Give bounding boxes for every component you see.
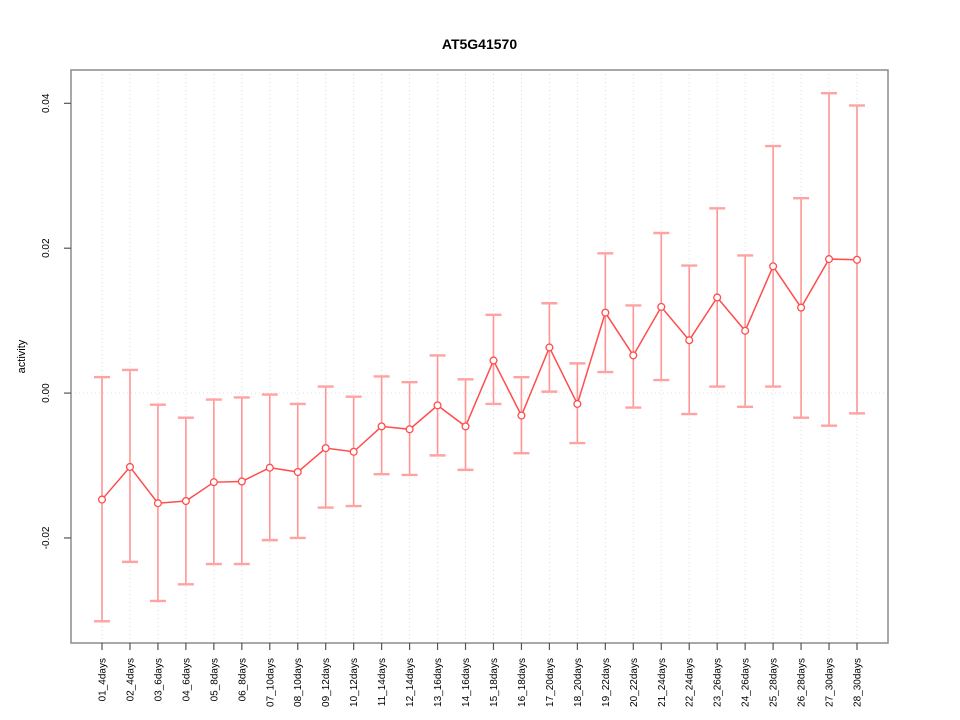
- x-tick-label: 26_28days: [797, 658, 808, 707]
- x-tick-label: 24_26days: [741, 658, 752, 707]
- x-tick-label: 07_10days: [265, 658, 276, 707]
- x-tick-label: 23_26days: [713, 658, 724, 707]
- x-tick-label: 15_18days: [489, 658, 500, 707]
- x-tick-label: 09_12days: [321, 658, 332, 707]
- data-point: [629, 351, 638, 360]
- x-tick-label: 18_20days: [573, 658, 584, 707]
- data-point: [97, 495, 107, 504]
- x-tick-label: 11_14days: [377, 658, 388, 706]
- data-point: [769, 262, 778, 271]
- chart-title: AT5G41570: [442, 36, 517, 52]
- x-tick-label: 10_12days: [349, 658, 360, 707]
- x-tick-label: 17_20days: [545, 658, 556, 707]
- x-tick-label: 20_22days: [629, 658, 640, 707]
- x-tick-label: 28_30days: [853, 658, 864, 707]
- plot-area: -0.02 0.00 0.02 0.04 01_4days 02_4days 03_6day…: [41, 69, 889, 707]
- data-point: [741, 326, 750, 335]
- x-tick-label: 08_10days: [293, 658, 304, 707]
- x-tick-label: 06_8days: [237, 658, 248, 701]
- series-line: [101, 258, 858, 504]
- y-axis-label: activity: [16, 339, 28, 373]
- data-point: [685, 336, 694, 345]
- data-point: [824, 255, 834, 264]
- y-tick-label: 0.04: [41, 93, 52, 113]
- data-point: [265, 463, 274, 472]
- data-point: [349, 447, 358, 456]
- x-tick-label: 27_30days: [825, 658, 836, 707]
- x-tick-label: 14_16days: [461, 658, 472, 707]
- x-tick-label: 25_28days: [769, 658, 780, 707]
- data-point: [237, 477, 246, 486]
- data-point: [293, 467, 302, 477]
- x-tick-label: 03_6days: [153, 658, 164, 701]
- y-tick-label: -0.02: [41, 526, 52, 549]
- data-point: [433, 401, 442, 410]
- data-point: [377, 422, 386, 431]
- data-point: [461, 422, 470, 431]
- data-point: [125, 462, 135, 472]
- data-point: [797, 303, 806, 312]
- data-point: [573, 399, 582, 408]
- data-point: [713, 293, 722, 302]
- x-tick-label: 02_4days: [125, 658, 136, 701]
- data-point: [489, 356, 498, 365]
- x-tick-label: 21_24days: [657, 658, 668, 707]
- x-tick-label: 22_24days: [685, 658, 696, 707]
- y-tick-label: 0.02: [41, 238, 52, 258]
- data-point: [601, 308, 610, 317]
- data-point: [657, 302, 666, 311]
- data-point: [517, 411, 526, 420]
- x-tick-label: 01_4days: [98, 658, 109, 701]
- data-point: [321, 444, 330, 453]
- data-point: [153, 499, 162, 508]
- plot-border: [70, 69, 889, 644]
- x-tick-label: 04_6days: [181, 658, 192, 701]
- data-point: [209, 478, 218, 487]
- x-tick-label: 16_18days: [517, 658, 528, 707]
- y-tick-label: 0.00: [41, 383, 52, 403]
- data-point: [405, 425, 414, 434]
- data-point: [181, 496, 190, 506]
- x-tick-label: 05_8days: [209, 658, 220, 701]
- data-point: [545, 343, 554, 352]
- x-tick-label: 12_14days: [405, 658, 416, 707]
- data-point: [852, 255, 862, 264]
- x-tick-label: 13_16days: [433, 658, 444, 707]
- x-tick-label: 19_22days: [601, 658, 612, 707]
